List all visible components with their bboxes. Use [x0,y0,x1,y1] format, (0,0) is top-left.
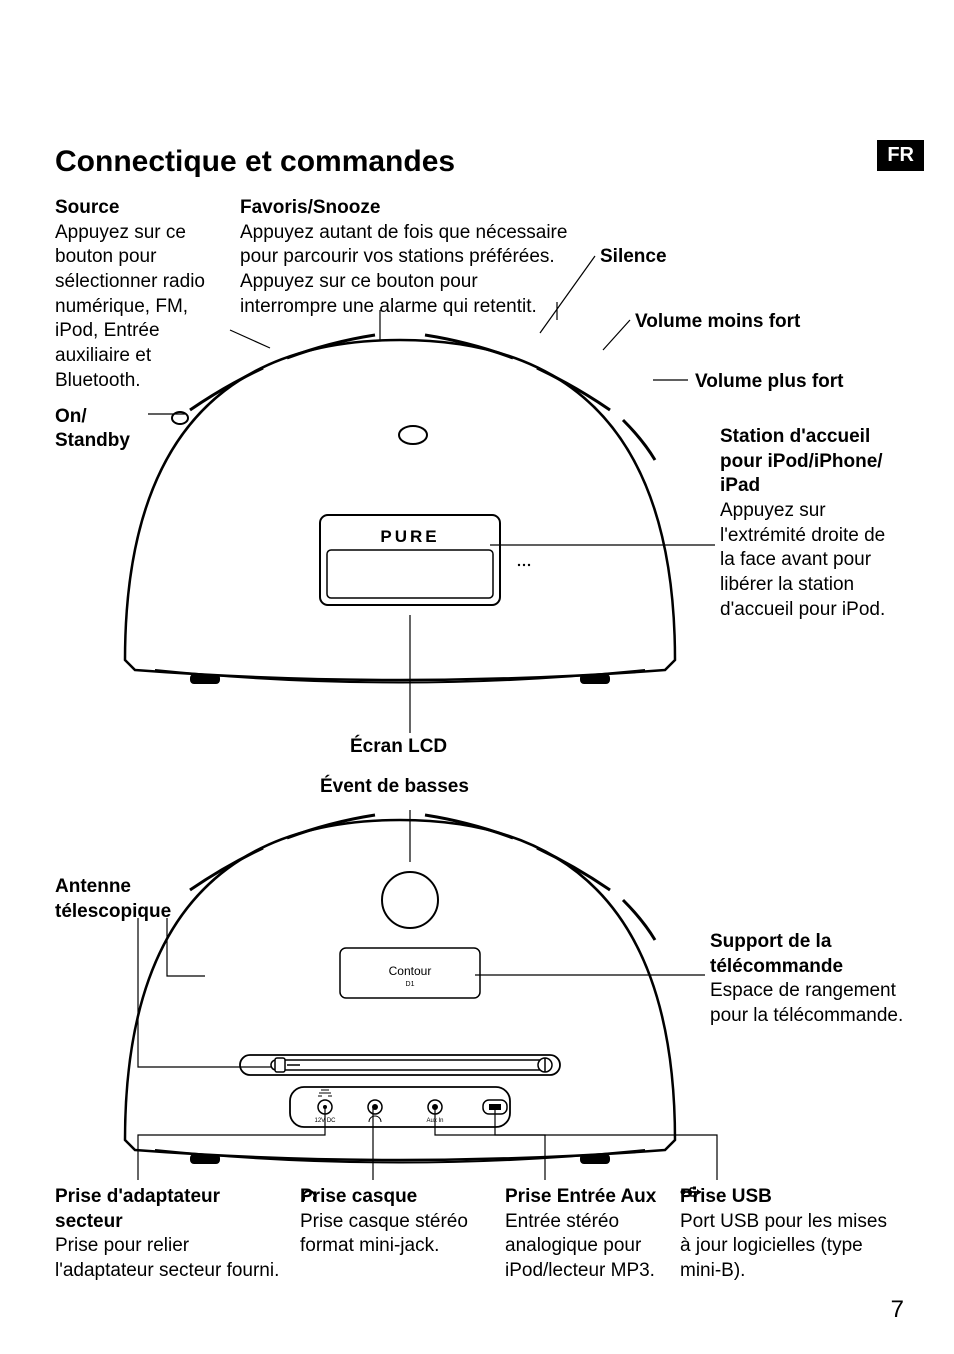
label-adaptateur: Prise d'adaptateur secteur Prise pour re… [55,1185,280,1284]
label-source: Source Appuyez sur ce bouton pour sélect… [55,196,230,394]
label-usb: Prise USB Port USB pour les mises à jour… [680,1185,900,1284]
label-aux: Prise Entrée Aux Entrée stéréo analogiqu… [505,1185,670,1284]
label-casque: Prise casque Prise casque stéréo format … [300,1185,495,1259]
manual-page: FR Connectique et commandes PURE [0,0,954,1354]
label-ecran: Écran LCD [350,735,550,760]
label-on-standby: On/ Standby [55,380,175,454]
label-station: Station d'accueil pour iPod/iPhone/ iPad… [720,425,900,623]
label-event: Évent de basses [320,775,570,800]
label-vol-plus: Volume plus fort [695,370,915,395]
label-support: Support de la télécommande Espace de ran… [710,930,910,1029]
usb-icon [680,1185,704,1199]
headphones-icon [300,1185,318,1203]
label-antenne: Antenne télescopique [55,875,205,924]
label-favoris: Favoris/Snooze Appuyez autant de fois qu… [240,196,580,319]
page-number: 7 [891,1296,904,1324]
label-silence: Silence [600,245,800,270]
label-vol-moins: Volume moins fort [635,310,885,335]
